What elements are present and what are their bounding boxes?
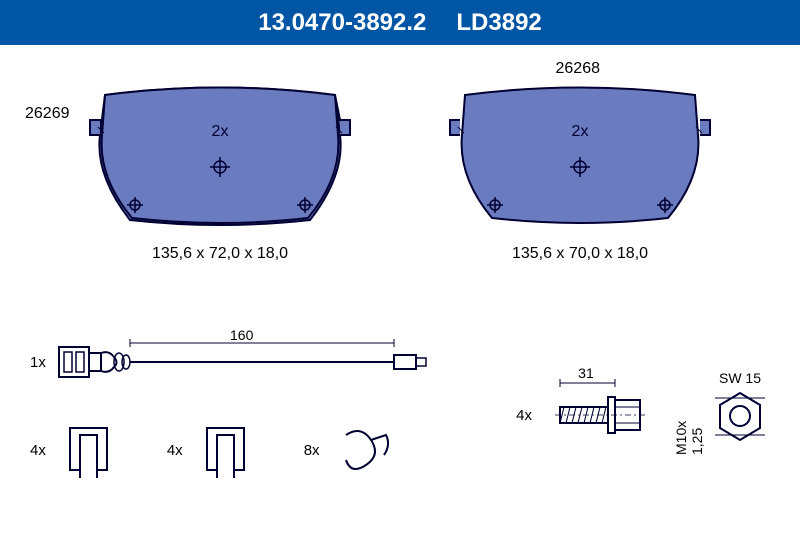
bolt-dim-label: 31 (578, 365, 594, 381)
spring-qty: 8x (304, 442, 320, 459)
part-code: LD3892 (456, 9, 541, 37)
wire-length: 160 (230, 327, 253, 343)
nut-size: SW 15 (715, 370, 765, 386)
bolt-thread: M10x 1,25 (673, 400, 705, 455)
right-brake-pad: 2x (440, 85, 720, 235)
wire-qty: 1x (30, 354, 46, 371)
clip2-qty: 4x (167, 442, 183, 459)
bolt-qty: 4x (516, 407, 532, 424)
spring-clip-icon (336, 420, 396, 480)
right-pad-ref: 26268 (556, 60, 601, 78)
left-brake-pad: 2x (80, 85, 360, 235)
wire-sensor-icon (54, 335, 434, 390)
bolt-icon (540, 375, 650, 455)
clip1-group: 4x (30, 420, 117, 480)
clip2-group: 4x (167, 420, 254, 480)
left-pad-dimensions: 135,6 x 72,0 x 18,0 (152, 245, 288, 263)
diagram-content: 26269 (0, 45, 800, 533)
nut-icon (715, 390, 765, 445)
left-pad-qty: 2x (212, 123, 229, 141)
clip1-icon (62, 420, 117, 480)
accessories-section: 1x 160 (0, 335, 800, 480)
bolt-section: 4x (516, 375, 650, 455)
spring-group: 8x (304, 420, 396, 480)
header-bar: 13.0470-3892.2 LD3892 (0, 0, 800, 45)
right-pad-qty: 2x (572, 123, 589, 141)
clip2-icon (199, 420, 254, 480)
part-number: 13.0470-3892.2 (258, 9, 426, 37)
right-pad-group: 26268 2x (440, 85, 720, 263)
wire-sensor-row: 1x 160 (30, 335, 770, 390)
nut-section: SW 15 (715, 370, 765, 450)
clip1-qty: 4x (30, 442, 46, 459)
left-pad-ref: 26269 (25, 105, 70, 123)
right-pad-dimensions: 135,6 x 70,0 x 18,0 (512, 245, 648, 263)
brake-pads-row: 26269 (0, 85, 800, 263)
left-pad-group: 26269 (80, 85, 360, 263)
clips-row: 4x 4x 8x (30, 420, 770, 480)
